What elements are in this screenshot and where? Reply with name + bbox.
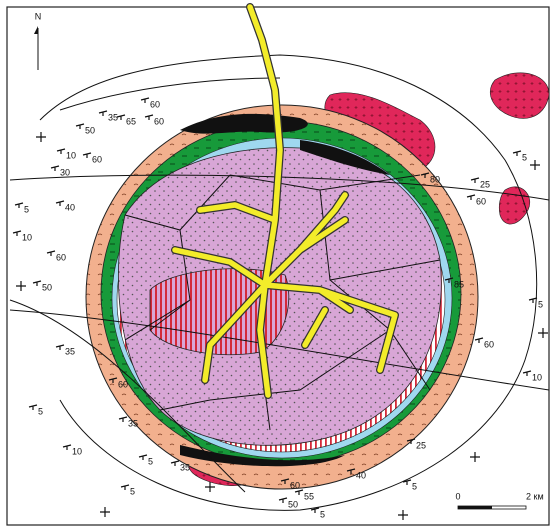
dip-symbol bbox=[402, 479, 412, 485]
dip-label: 60 bbox=[476, 196, 486, 206]
dip-symbol bbox=[50, 165, 60, 171]
dip-label: 5 bbox=[148, 456, 153, 466]
dip-label: 10 bbox=[22, 232, 32, 242]
dip-symbol bbox=[82, 152, 92, 158]
dip-label: 5 bbox=[24, 204, 29, 214]
dip-symbol bbox=[138, 454, 148, 460]
dip-symbol bbox=[466, 194, 476, 200]
dip-label: 10 bbox=[532, 372, 542, 382]
dip-label: 5 bbox=[130, 486, 135, 496]
north-arrow: N bbox=[34, 11, 41, 70]
dip-label: 25 bbox=[416, 440, 426, 450]
dip-label: 5 bbox=[412, 481, 417, 491]
dip-symbol bbox=[420, 172, 430, 178]
dip-label: 60 bbox=[150, 99, 160, 109]
geology bbox=[9, 7, 550, 520]
dip-label: 30 bbox=[60, 167, 70, 177]
dip-symbol bbox=[62, 444, 72, 450]
dip-label: 35 bbox=[128, 418, 138, 428]
dip-label: 5 bbox=[538, 299, 543, 309]
dip-label: 40 bbox=[356, 470, 366, 480]
dip-symbol bbox=[14, 202, 24, 208]
dip-label: 50 bbox=[288, 499, 298, 509]
dip-label: 60 bbox=[56, 252, 66, 262]
dip-symbol bbox=[294, 489, 304, 495]
dip-label: 35 bbox=[108, 112, 118, 122]
dip-label: 35 bbox=[65, 346, 75, 356]
dip-symbol bbox=[280, 478, 290, 484]
dip-label: 35 bbox=[180, 462, 190, 472]
granite-crosses bbox=[16, 132, 548, 520]
dip-symbol bbox=[512, 150, 522, 156]
dip-label: 50 bbox=[42, 282, 52, 292]
dip-label: 5 bbox=[522, 152, 527, 162]
dip-label: 10 bbox=[66, 150, 76, 160]
dip-symbol bbox=[75, 123, 85, 129]
dip-label: 80 bbox=[430, 174, 440, 184]
dip-label: 10 bbox=[72, 446, 82, 456]
dip-symbol bbox=[528, 297, 538, 303]
dip-symbol bbox=[140, 97, 150, 103]
dip-symbol bbox=[118, 416, 128, 422]
dip-label: 60 bbox=[290, 480, 300, 490]
dip-symbol bbox=[28, 404, 38, 410]
dip-symbol bbox=[56, 148, 66, 154]
dip-symbol bbox=[55, 200, 65, 206]
dip-label: 5 bbox=[38, 406, 43, 416]
dip-symbol bbox=[108, 377, 118, 383]
dip-symbol bbox=[32, 280, 42, 286]
dip-label: 85 bbox=[454, 279, 464, 289]
scale-end: 2 км bbox=[526, 491, 544, 501]
dip-symbol bbox=[98, 110, 108, 116]
dip-symbol bbox=[12, 230, 22, 236]
scale-bar: 0 2 км bbox=[455, 491, 544, 510]
dip-symbol bbox=[46, 250, 56, 256]
dip-symbol bbox=[278, 497, 288, 503]
dip-label: 60 bbox=[118, 379, 128, 389]
dip-label: 65 bbox=[126, 116, 136, 126]
dip-symbol bbox=[55, 344, 65, 350]
dip-symbol bbox=[346, 468, 356, 474]
north-label: N bbox=[35, 11, 42, 21]
dip-symbol bbox=[406, 438, 416, 444]
dip-symbol bbox=[470, 177, 480, 183]
dip-label: 40 bbox=[65, 202, 75, 212]
dip-symbol bbox=[116, 114, 126, 120]
dip-label: 55 bbox=[304, 491, 314, 501]
dip-label: 5 bbox=[320, 509, 325, 519]
dip-label: 50 bbox=[85, 125, 95, 135]
dip-label: 25 bbox=[480, 179, 490, 189]
dip-label: 60 bbox=[484, 339, 494, 349]
dip-symbol bbox=[170, 460, 180, 466]
dip-symbol bbox=[144, 114, 154, 120]
scale-start: 0 bbox=[455, 491, 460, 501]
dip-symbol bbox=[310, 507, 320, 513]
dip-label: 60 bbox=[154, 116, 164, 126]
dip-symbol bbox=[120, 484, 130, 490]
dip-symbol bbox=[522, 370, 532, 376]
dip-symbol bbox=[474, 337, 484, 343]
dip-label: 60 bbox=[92, 154, 102, 164]
dip-symbol bbox=[444, 277, 454, 283]
